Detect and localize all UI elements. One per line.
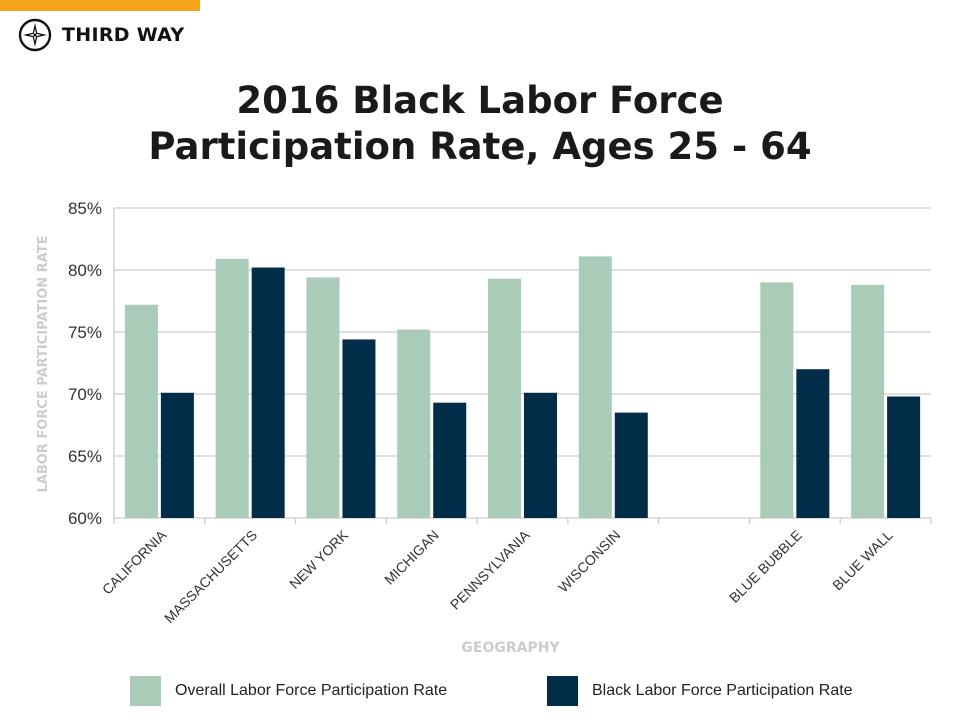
x-category-label: NEW YORK	[286, 526, 352, 592]
x-category-label: MICHIGAN	[381, 527, 442, 588]
bar-black	[887, 396, 921, 518]
bar-overall	[851, 284, 885, 518]
legend-item-overall: Overall Labor Force Participation Rate	[130, 676, 447, 706]
legend-swatch-black	[547, 676, 578, 706]
y-tick-label: 85%	[68, 199, 102, 218]
bar-overall	[578, 256, 612, 518]
bar-black	[433, 402, 467, 518]
legend-label-overall: Overall Labor Force Participation Rate	[175, 682, 448, 699]
bar-black	[160, 392, 194, 518]
brand-name: THIRD WAY	[62, 24, 185, 46]
compass-logo-icon	[18, 18, 52, 52]
bar-black	[614, 412, 648, 518]
legend-label-black: Black Labor Force Participation Rate	[592, 682, 853, 699]
chart-title-line-2: Participation Rate, Ages 25 - 64	[148, 125, 812, 168]
bar-overall	[488, 278, 521, 518]
bar-black	[524, 392, 557, 518]
chart-title: 2016 Black Labor Force Participation Rat…	[0, 78, 960, 170]
y-axis-title: LABOR FORCE PARTICIPATION RATE	[36, 236, 51, 493]
x-category-label: PENNSYLVANIA	[447, 526, 533, 612]
x-category-label: CALIFORNIA	[99, 526, 170, 597]
x-category-label: BLUE BUBBLE	[726, 527, 805, 606]
y-tick-label: 75%	[68, 323, 102, 342]
x-category-label: MASSACHUSETTS	[161, 527, 260, 626]
bar-black	[251, 267, 285, 518]
bar-overall	[760, 282, 794, 518]
bar-overall	[397, 329, 431, 518]
legend-swatch-overall	[130, 676, 161, 706]
x-category-label: WISCONSIN	[555, 527, 624, 596]
bar-black	[342, 339, 376, 518]
legend-item-black: Black Labor Force Participation Rate	[547, 676, 853, 706]
bar-black	[796, 369, 830, 518]
y-tick-label: 65%	[68, 447, 102, 466]
bar-overall	[306, 277, 340, 518]
x-axis-title: GEOGRAPHY	[461, 640, 560, 656]
y-tick-label: 80%	[68, 261, 102, 280]
brand-accent-bar	[0, 0, 200, 11]
bar-overall	[124, 304, 158, 518]
y-tick-label: 60%	[68, 509, 102, 528]
chart-title-line-1: 2016 Black Labor Force	[236, 79, 724, 122]
x-category-label: BLUE WALL	[829, 527, 896, 594]
y-tick-label: 70%	[68, 385, 102, 404]
brand-header: THIRD WAY	[18, 18, 184, 52]
bar-overall	[215, 258, 249, 518]
